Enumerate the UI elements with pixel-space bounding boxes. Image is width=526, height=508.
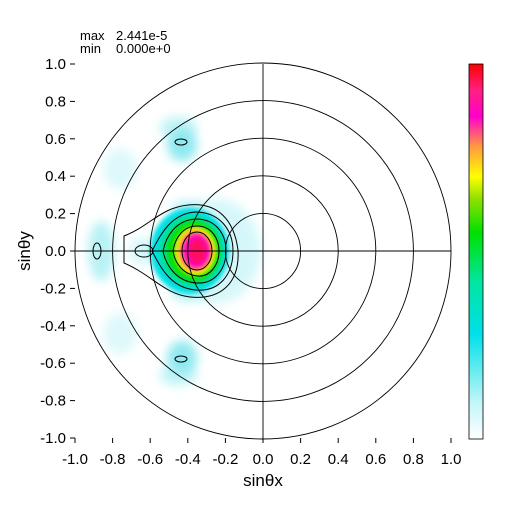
x-tick-label: -1.0 <box>62 451 88 468</box>
x-tick-label: 0.6 <box>365 451 386 468</box>
min-label: min <box>80 41 101 56</box>
y-tick-label: 1.0 <box>45 56 66 73</box>
contour-line <box>123 204 239 298</box>
x-tick-label: 0.2 <box>290 451 311 468</box>
contour-line <box>174 138 188 146</box>
x-tick-label: 0.8 <box>403 451 424 468</box>
y-tick-label: -0.4 <box>40 318 66 335</box>
x-tick-label: -0.8 <box>100 451 126 468</box>
max-label: max <box>80 28 105 43</box>
heat-blob <box>167 340 198 375</box>
y-tick-label: 0.0 <box>45 243 66 260</box>
y-tick-label: -1.0 <box>40 430 66 447</box>
y-tick-label: -0.2 <box>40 280 66 297</box>
y-tick-label: -0.8 <box>40 393 66 410</box>
x-tick-label: 1.0 <box>441 451 462 468</box>
y-tick-label: 0.6 <box>45 131 66 148</box>
heat-blob <box>103 312 138 354</box>
y-tick-label: 0.2 <box>45 206 66 223</box>
min-value: 0.000e+0 <box>116 41 171 56</box>
y-axis-label: sinθy <box>15 231 34 271</box>
colorbar <box>468 63 484 440</box>
y-tick-label: 0.8 <box>45 93 66 110</box>
max-value: 2.441e-5 <box>116 28 168 43</box>
min-readout: min 0.000e+0 <box>80 42 171 56</box>
y-tick-label: -0.6 <box>40 355 66 372</box>
y-tick-label: 0.4 <box>45 168 66 185</box>
x-tick-label: -0.6 <box>137 451 163 468</box>
heat-blob <box>103 148 138 190</box>
heat-blob <box>167 127 198 162</box>
x-tick-label: 0.0 <box>253 451 274 468</box>
contour-line <box>174 355 188 363</box>
x-axis-label: sinθx <box>243 471 283 490</box>
x-tick-label: 0.4 <box>328 451 349 468</box>
x-tick-label: -0.4 <box>175 451 201 468</box>
x-tick-label: -0.2 <box>212 451 238 468</box>
max-readout: max 2.441e-5 <box>80 29 167 43</box>
